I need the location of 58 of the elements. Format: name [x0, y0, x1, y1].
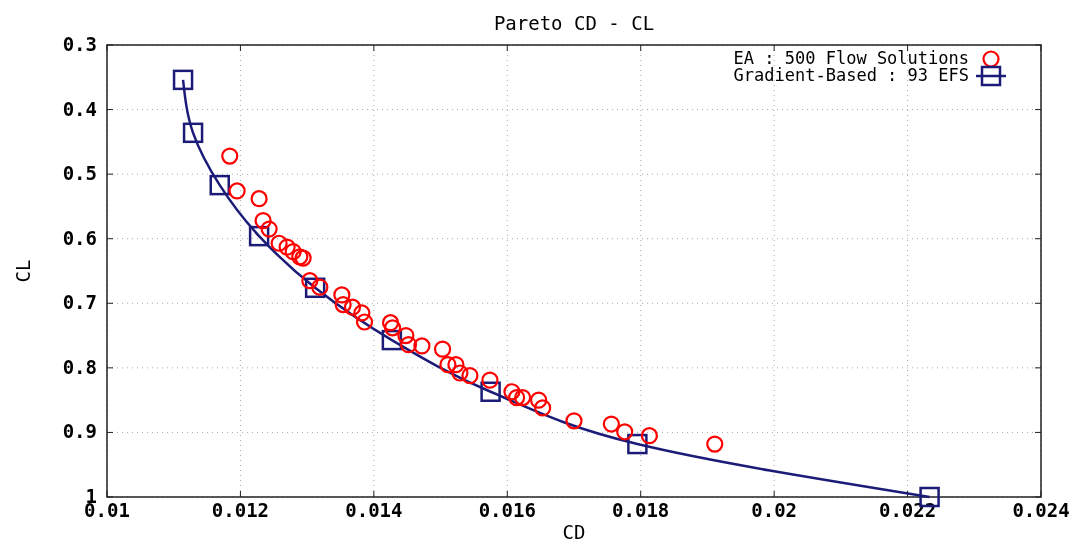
point	[640, 427, 658, 445]
point	[503, 383, 521, 401]
point	[311, 278, 329, 296]
point	[439, 356, 457, 374]
x-tick-label: 0.014	[345, 499, 403, 521]
point	[616, 423, 634, 441]
point	[397, 326, 415, 345]
y-tick-label: 0.8	[62, 355, 97, 378]
point	[508, 388, 526, 407]
point	[461, 367, 479, 385]
point	[383, 319, 402, 337]
x-tick-label: 0.016	[478, 499, 536, 521]
point	[250, 190, 268, 208]
point	[353, 304, 371, 322]
point	[284, 243, 302, 261]
x-tick-label: 0.018	[612, 499, 670, 521]
x-tick-label: 0.024	[1012, 499, 1070, 521]
point	[413, 337, 431, 355]
point	[602, 415, 620, 433]
y-tick-label: 0.6	[62, 226, 97, 249]
point	[260, 220, 278, 238]
point	[433, 340, 452, 358]
y-tick-label: 0.3	[62, 33, 97, 55]
point	[278, 238, 296, 256]
y-tick-label: 0.5	[62, 162, 97, 185]
point	[381, 314, 400, 332]
x-tick-label: 0.02	[751, 499, 798, 521]
chart-title: Pareto CD - CL	[493, 12, 655, 34]
point	[301, 272, 319, 290]
point	[514, 388, 532, 407]
point	[221, 147, 239, 165]
y-axis-title: CL	[12, 259, 34, 283]
point	[209, 174, 230, 196]
point	[706, 435, 724, 453]
x-tick-label: 0.012	[211, 499, 270, 521]
x-axis-title: CD	[562, 521, 586, 543]
y-tick-label: 0.9	[62, 420, 97, 443]
point	[254, 212, 272, 230]
legend-label: Gradient-Based : 93 EFS	[733, 65, 969, 85]
legend-label: EA : 500 Flow Solutions	[733, 48, 969, 68]
point	[182, 122, 204, 144]
y-tick-label: 0.7	[62, 291, 97, 314]
point	[343, 298, 362, 316]
point	[565, 412, 583, 430]
point	[447, 356, 465, 374]
point	[333, 286, 351, 304]
point	[530, 391, 548, 409]
point	[534, 399, 552, 417]
point	[451, 364, 469, 382]
y-tick-label: 0.4	[62, 97, 97, 120]
point	[480, 381, 501, 402]
point	[481, 371, 499, 389]
point	[228, 182, 246, 200]
point	[399, 336, 418, 354]
point	[334, 295, 352, 314]
point	[355, 313, 374, 331]
point	[270, 234, 288, 252]
point	[172, 69, 194, 91]
